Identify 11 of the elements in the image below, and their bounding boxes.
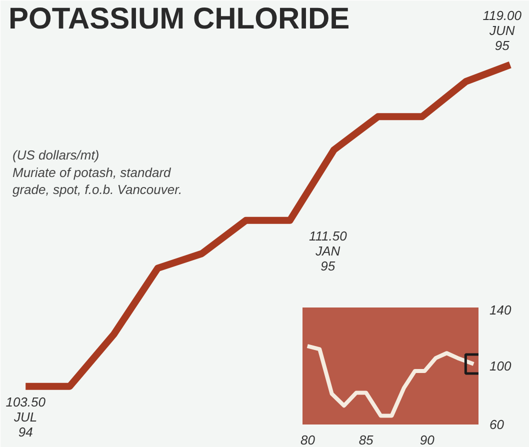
x-tick-label: 90 [420, 432, 436, 447]
y-tick-label: 60 [490, 417, 505, 432]
y-tick-label: 140 [490, 302, 512, 318]
data-label: 103.50 JUL 94 [6, 394, 46, 440]
x-tick-label: 85 [358, 432, 374, 447]
chart-title: POTASSIUM CHLORIDE [8, 2, 350, 36]
data-label: 111.50 JAN 95 [308, 228, 348, 274]
x-tick-label: 80 [300, 432, 316, 447]
y-tick-label: 100 [490, 358, 512, 374]
annotation: (US dollars/mt) Muriate of potash, standard grade, spot, f.o.b. Vancouver. [12, 148, 182, 197]
data-label: 119.00 JUN 95 [482, 8, 522, 53]
